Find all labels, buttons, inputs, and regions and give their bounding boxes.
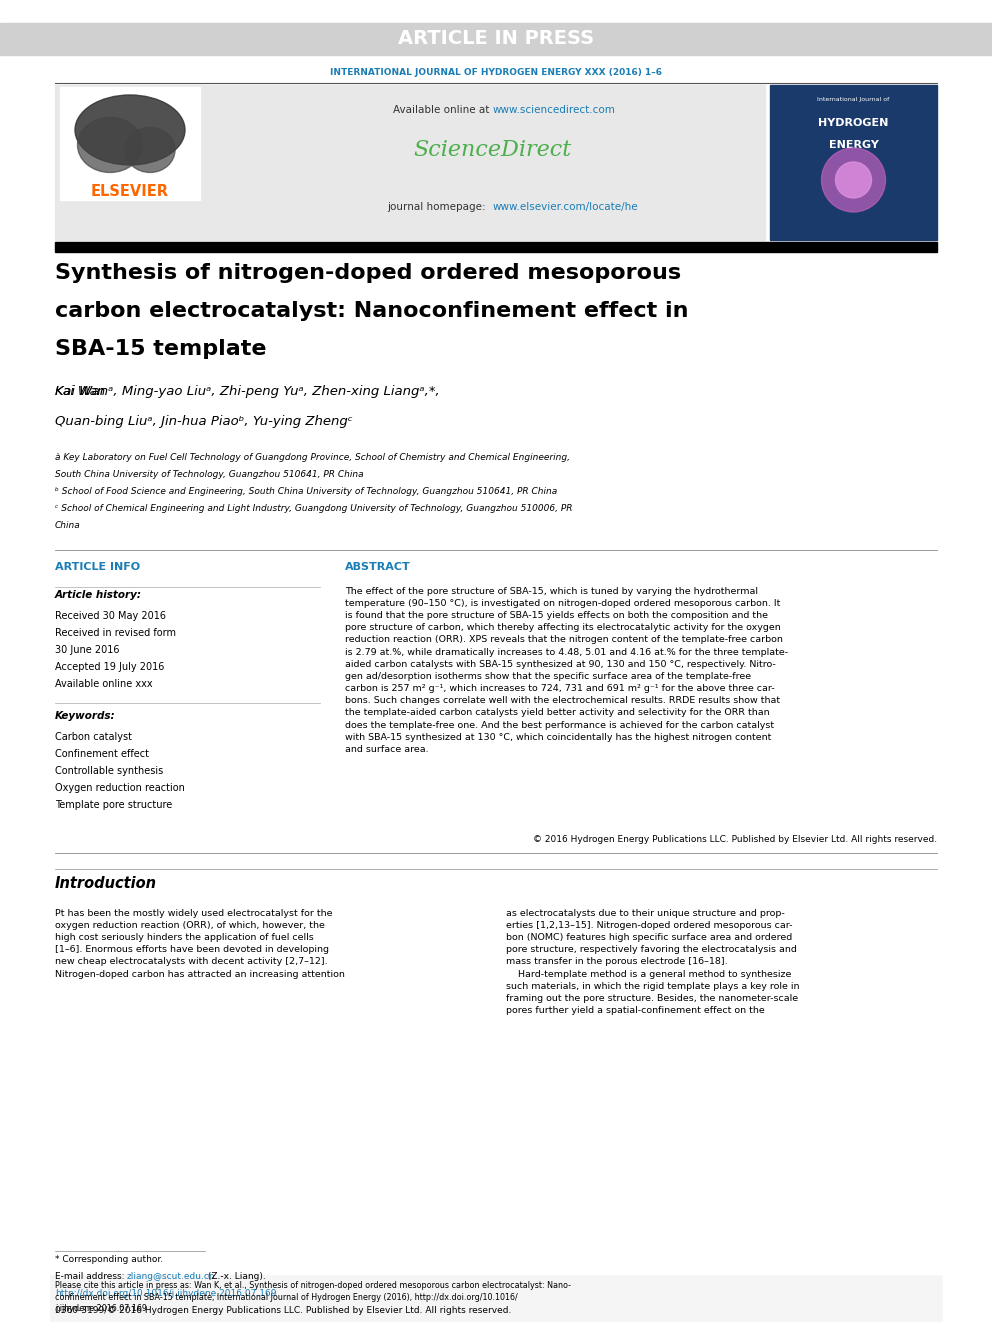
Text: (Z.-x. Liang).: (Z.-x. Liang). (205, 1271, 266, 1281)
Text: as electrocatalysts due to their unique structure and prop-
erties [1,2,13–15]. : as electrocatalysts due to their unique … (506, 909, 800, 1015)
Text: Confinement effect: Confinement effect (55, 749, 149, 759)
Text: ARTICLE INFO: ARTICLE INFO (55, 562, 140, 572)
Ellipse shape (75, 95, 185, 165)
Text: ARTICLE IN PRESS: ARTICLE IN PRESS (398, 29, 594, 49)
Text: Kai Wan: Kai Wan (55, 385, 109, 398)
Bar (770, 85, 937, 239)
Text: Carbon catalyst: Carbon catalyst (55, 732, 132, 742)
Text: Kai Wanᵃ, Ming-yao Liuᵃ, Zhi-peng Yuᵃ, Zhen-xing Liangᵃ,*,: Kai Wanᵃ, Ming-yao Liuᵃ, Zhi-peng Yuᵃ, Z… (55, 385, 439, 398)
Ellipse shape (77, 118, 143, 172)
Text: www.elsevier.com/locate/he: www.elsevier.com/locate/he (492, 202, 638, 212)
Bar (0, 22, 992, 56)
Text: Oxygen reduction reaction: Oxygen reduction reaction (55, 783, 185, 792)
Bar (55, 85, 765, 239)
Text: HYDROGEN: HYDROGEN (818, 118, 889, 128)
Text: journal homepage:: journal homepage: (387, 202, 492, 212)
Text: ENERGY: ENERGY (828, 140, 879, 149)
Text: Available online at: Available online at (393, 105, 492, 115)
Text: Available online xxx: Available online xxx (55, 679, 153, 689)
Text: ᶜ School of Chemical Engineering and Light Industry, Guangdong University of Tec: ᶜ School of Chemical Engineering and Lig… (55, 504, 572, 513)
Text: 0360-3199/© 2016 Hydrogen Energy Publications LLC. Published by Elsevier Ltd. Al: 0360-3199/© 2016 Hydrogen Energy Publica… (55, 1306, 511, 1315)
Text: Keywords:: Keywords: (55, 710, 116, 721)
Text: The effect of the pore structure of SBA-15, which is tuned by varying the hydrot: The effect of the pore structure of SBA-… (345, 587, 788, 754)
Text: ABSTRACT: ABSTRACT (345, 562, 411, 572)
Bar (55, 242, 937, 251)
Text: South China University of Technology, Guangzhou 510641, PR China: South China University of Technology, Gu… (55, 470, 364, 479)
Text: China: China (55, 521, 80, 531)
Text: Article history:: Article history: (55, 590, 142, 599)
Text: Please cite this article in press as: Wan K, et al., Synthesis of nitrogen-doped: Please cite this article in press as: Wa… (55, 1281, 571, 1314)
Text: © 2016 Hydrogen Energy Publications LLC. Published by Elsevier Ltd. All rights r: © 2016 Hydrogen Energy Publications LLC.… (533, 835, 937, 844)
Text: E-mail address:: E-mail address: (55, 1271, 127, 1281)
Text: http://dx.doi.org/10.1016/j.ijhydene.2016.07.169: http://dx.doi.org/10.1016/j.ijhydene.201… (55, 1289, 277, 1298)
Text: carbon electrocatalyst: Nanoconfinement effect in: carbon electrocatalyst: Nanoconfinement … (55, 300, 688, 321)
Text: www.sciencedirect.com: www.sciencedirect.com (492, 105, 615, 115)
Text: Template pore structure: Template pore structure (55, 800, 173, 810)
Text: Controllable synthesis: Controllable synthesis (55, 766, 164, 775)
Text: 30 June 2016: 30 June 2016 (55, 644, 119, 655)
Bar (50, 1275, 942, 1320)
Text: ELSEVIER: ELSEVIER (91, 184, 169, 200)
Text: SBA-15 template: SBA-15 template (55, 339, 267, 359)
Text: Accepted 19 July 2016: Accepted 19 July 2016 (55, 662, 165, 672)
Text: Received in revised form: Received in revised form (55, 628, 176, 638)
Circle shape (821, 148, 886, 212)
Text: Pt has been the mostly widely used electrocatalyst for the
oxygen reduction reac: Pt has been the mostly widely used elect… (55, 909, 345, 979)
Text: ScienceDirect: ScienceDirect (414, 139, 571, 161)
Text: à Key Laboratory on Fuel Cell Technology of Guangdong Province, School of Chemis: à Key Laboratory on Fuel Cell Technology… (55, 452, 570, 462)
Circle shape (835, 161, 872, 198)
Text: International Journal of: International Journal of (817, 98, 890, 102)
Text: Synthesis of nitrogen-doped ordered mesoporous: Synthesis of nitrogen-doped ordered meso… (55, 263, 682, 283)
Text: Introduction: Introduction (55, 876, 157, 890)
Text: Received 30 May 2016: Received 30 May 2016 (55, 611, 166, 620)
Text: * Corresponding author.: * Corresponding author. (55, 1254, 163, 1263)
Ellipse shape (125, 127, 175, 172)
Text: zliang@scut.edu.cn: zliang@scut.edu.cn (127, 1271, 215, 1281)
Text: INTERNATIONAL JOURNAL OF HYDROGEN ENERGY XXX (2016) 1–6: INTERNATIONAL JOURNAL OF HYDROGEN ENERGY… (330, 69, 662, 78)
Text: ᵇ School of Food Science and Engineering, South China University of Technology, : ᵇ School of Food Science and Engineering… (55, 487, 558, 496)
Bar (60, 87, 200, 200)
Text: Quan-bing Liuᵃ, Jin-hua Piaoᵇ, Yu-ying Zhengᶜ: Quan-bing Liuᵃ, Jin-hua Piaoᵇ, Yu-ying Z… (55, 415, 352, 427)
